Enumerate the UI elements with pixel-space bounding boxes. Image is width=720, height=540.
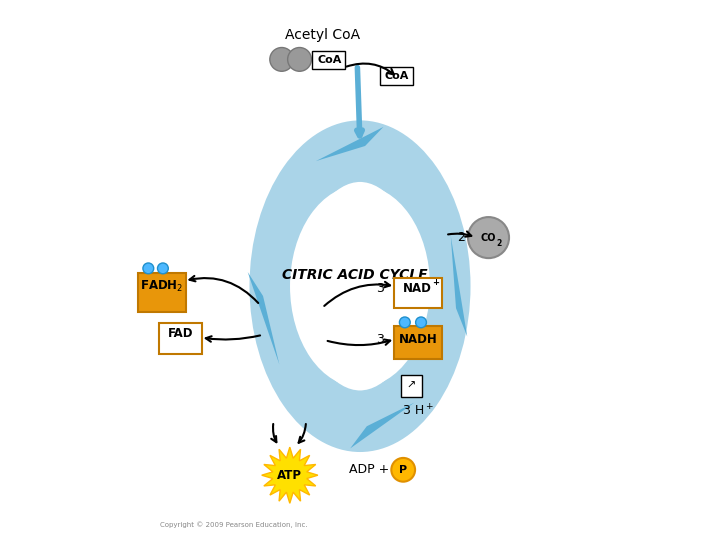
Text: FAD: FAD [168,327,193,340]
Text: CoA: CoA [384,71,409,81]
FancyBboxPatch shape [400,375,422,397]
FancyBboxPatch shape [312,51,346,69]
Circle shape [270,48,294,71]
Text: P: P [399,465,408,475]
FancyBboxPatch shape [159,323,202,354]
Text: CITRIC ACID CYCLE: CITRIC ACID CYCLE [282,268,428,282]
Polygon shape [451,236,467,336]
Text: 3 H: 3 H [403,404,425,417]
Text: 3: 3 [376,333,384,346]
Text: NAD: NAD [403,282,432,295]
Circle shape [392,458,415,482]
Text: 2: 2 [458,231,465,244]
Polygon shape [262,447,318,503]
Circle shape [288,48,311,71]
FancyBboxPatch shape [380,67,413,85]
Polygon shape [350,403,414,448]
Circle shape [468,217,509,258]
Polygon shape [316,127,384,161]
Text: CoA: CoA [317,55,341,65]
Text: Acetyl CoA: Acetyl CoA [284,28,360,42]
Text: NADH: NADH [398,333,437,346]
Text: CO: CO [481,233,496,242]
Polygon shape [248,272,279,365]
Circle shape [158,263,168,274]
FancyBboxPatch shape [394,326,442,359]
Text: ADP +: ADP + [349,463,393,476]
Text: 2: 2 [497,239,502,247]
Text: Copyright © 2009 Pearson Education, Inc.: Copyright © 2009 Pearson Education, Inc. [160,522,308,528]
Text: +: + [426,402,433,411]
Text: ATP: ATP [277,469,302,482]
Text: ↗: ↗ [407,381,416,391]
Text: 3: 3 [376,282,384,295]
Circle shape [143,263,154,274]
Text: FADH$_2$: FADH$_2$ [140,279,183,294]
Ellipse shape [290,185,430,387]
FancyBboxPatch shape [138,273,186,312]
Text: +: + [432,278,439,287]
Circle shape [400,317,410,328]
Circle shape [415,317,426,328]
FancyBboxPatch shape [394,278,442,308]
